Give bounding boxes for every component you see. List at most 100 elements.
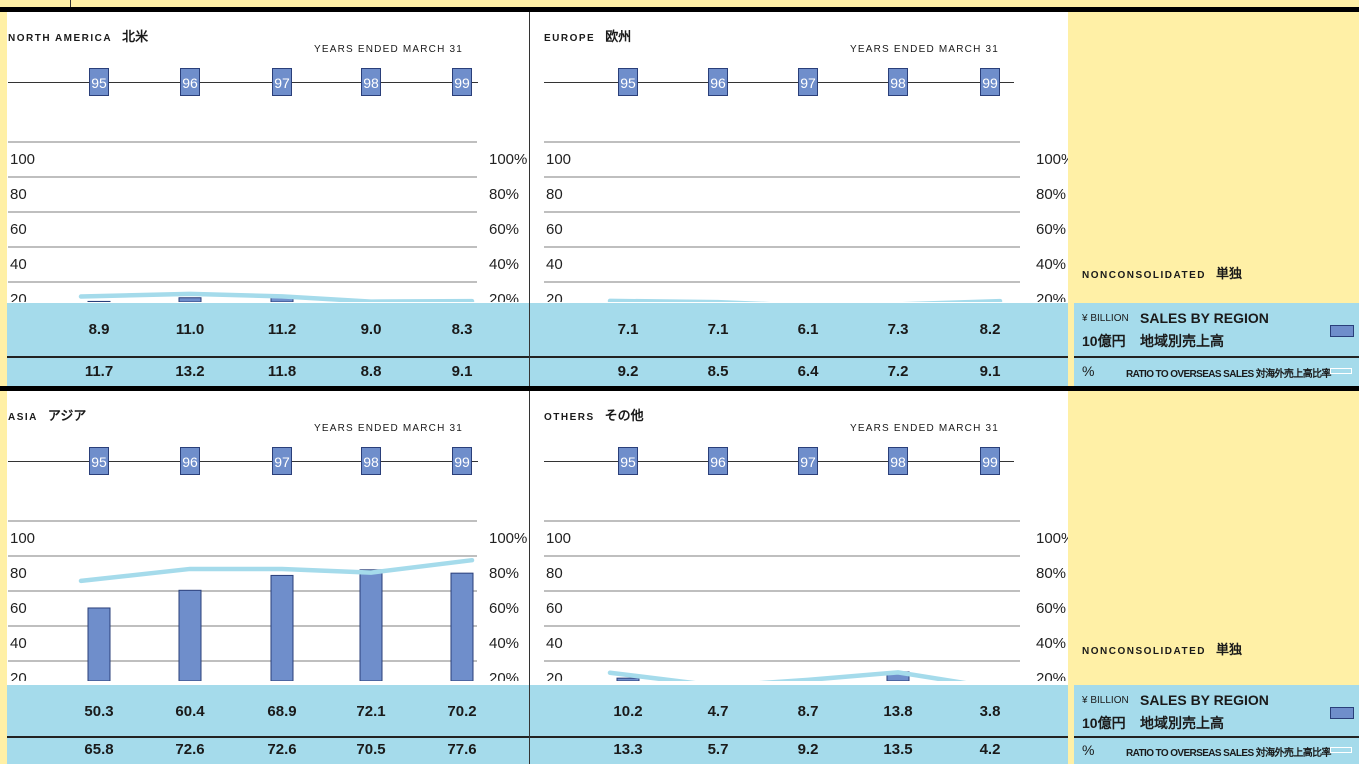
values-separator [530,736,1068,738]
ratio-value-98: 13.5 [868,741,928,758]
right-tick-label: 100% [1036,151,1068,168]
legend-percent: % [1082,742,1094,758]
sales-value-97: 8.7 [778,703,838,720]
sales-value-96: 11.0 [160,321,220,338]
nonconsolidated-jp: 単独 [1216,642,1242,657]
sales-bar-96 [179,298,201,302]
left-tick-label: 60 [10,600,27,617]
sales-bar-97 [271,575,293,681]
nonconsolidated-label: NONCONSOLIDATED 単独 [1082,263,1242,282]
sales-value-99: 70.2 [432,703,492,720]
sales-bar-99 [451,573,473,681]
sales-value-99: 8.3 [432,321,492,338]
right-tick-label: 20% [489,670,519,681]
left-tick-label: 100 [546,151,571,168]
bar-swatch-icon [1330,707,1354,719]
ratio-value-96: 13.2 [160,363,220,380]
left-tick-label: 20 [546,291,563,302]
sales-value-95: 50.3 [69,703,129,720]
ratio-value-96: 72.6 [160,741,220,758]
left-margin-strip [0,0,7,764]
ratio-value-95: 65.8 [69,741,129,758]
ratio-value-98: 7.2 [868,363,928,380]
legend-bottom: NONCONSOLIDATED 単独 ¥ BILLION SALES BY REGIO… [1068,391,1359,765]
legend-percent: % [1082,363,1094,379]
ratio-value-97: 6.4 [778,363,838,380]
left-tick-label: 80 [546,565,563,582]
sales-value-96: 7.1 [688,321,748,338]
ratio-value-96: 5.7 [688,741,748,758]
middle-black-rule [0,386,1359,391]
values-separator [7,356,529,358]
ratio-line-oth [610,672,1000,681]
right-tick-label: 60% [1036,221,1066,238]
left-tick-label: 100 [10,151,35,168]
legend-sales-jp: 地域別売上高 [1140,713,1224,733]
values-separator [7,736,529,738]
legend-separator [1074,736,1359,738]
nonconsolidated-en: NONCONSOLIDATED [1082,646,1206,657]
right-tick-label: 100% [489,151,527,168]
sales-value-99: 3.8 [960,703,1020,720]
legend-sales-en: SALES BY REGION [1140,692,1269,708]
sales-bar-98 [360,570,382,681]
right-tick-label: 20% [1036,291,1066,302]
ratio-line-eu [610,301,1000,302]
right-tick-label: 40% [489,635,519,652]
left-tick-label: 20 [10,291,27,302]
right-tick-label: 100% [1036,530,1068,547]
left-tick-label: 40 [10,256,27,273]
legend-unit-en: ¥ BILLION [1082,313,1129,324]
column-divider-top [529,12,530,386]
sales-value-97: 11.2 [252,321,312,338]
nonconsolidated-label: NONCONSOLIDATED 単独 [1082,639,1242,658]
right-tick-label: 20% [489,291,519,302]
left-tick-label: 80 [10,565,27,582]
values-separator [530,356,1068,358]
left-tick-label: 80 [546,186,563,203]
ratio-value-99: 9.1 [432,363,492,380]
sales-value-98: 72.1 [341,703,401,720]
ratio-value-97: 72.6 [252,741,312,758]
ratio-value-99: 9.1 [960,363,1020,380]
left-tick-label: 80 [10,186,27,203]
ratio-value-97: 11.8 [252,363,312,380]
sales-value-98: 13.8 [868,703,928,720]
left-tick-label: 60 [546,221,563,238]
legend-sales-en: SALES BY REGION [1140,310,1269,326]
sales-bar-96 [179,590,201,681]
left-tick-label: 40 [546,635,563,652]
right-tick-label: 20% [1036,670,1066,681]
right-tick-label: 80% [489,565,519,582]
sales-value-96: 4.7 [688,703,748,720]
right-tick-label: 60% [489,600,519,617]
sales-bar-95 [88,608,110,681]
sales-value-98: 9.0 [341,321,401,338]
sales-bar-95 [617,678,639,681]
nonconsolidated-jp: 単独 [1216,266,1242,281]
left-tick-label: 20 [546,670,563,681]
left-tick-label: 60 [10,221,27,238]
line-swatch-icon [1330,747,1352,753]
legend-unit-en: ¥ BILLION [1082,695,1129,706]
right-tick-label: 40% [1036,635,1066,652]
left-tick-label: 20 [10,670,27,681]
ratio-value-99: 77.6 [432,741,492,758]
sales-value-98: 7.3 [868,321,928,338]
line-swatch-icon [1330,368,1352,374]
right-tick-label: 60% [1036,600,1066,617]
left-tick-label: 40 [10,635,27,652]
sales-value-95: 10.2 [598,703,658,720]
legend-ratio: RATIO TO OVERSEAS SALES 対海外売上高比率 [1126,365,1331,380]
nonconsolidated-en: NONCONSOLIDATED [1082,270,1206,281]
